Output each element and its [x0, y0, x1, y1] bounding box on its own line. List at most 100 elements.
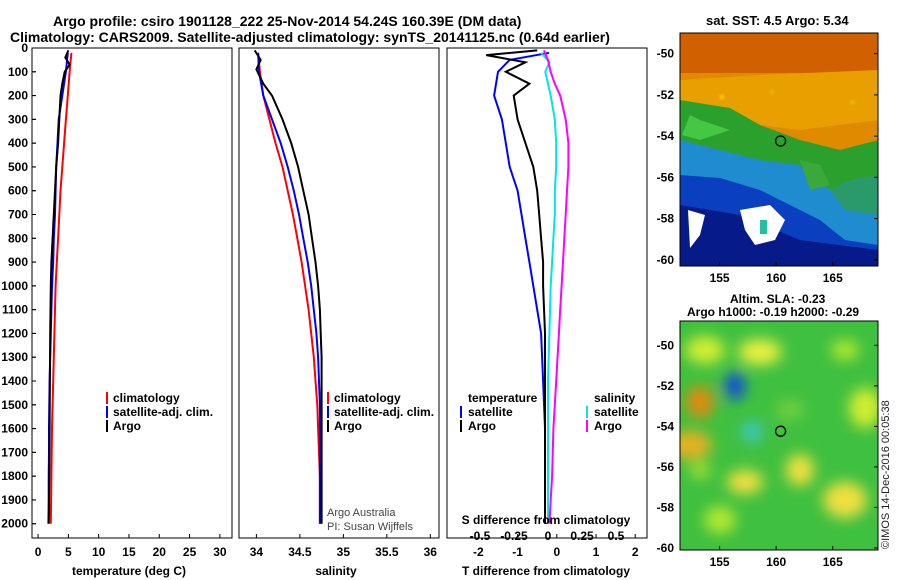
depth-tick-label: 1000 [1, 279, 28, 293]
x-tick-label: 10 [92, 545, 106, 559]
depth-tick-label: 1300 [1, 350, 28, 364]
x-tick-label: 35.5 [375, 545, 399, 559]
s-tick-label: 0 [545, 529, 552, 543]
argo-position-marker[interactable] [774, 425, 787, 437]
depth-tick-label: 800 [8, 231, 28, 245]
lat-tick-label: -50 [657, 338, 675, 352]
lat-tick-label: -54 [657, 419, 675, 433]
lat-tick-label: -50 [657, 47, 675, 61]
series-line [253, 49, 323, 524]
depth-tick-label: 100 [8, 65, 28, 79]
lon-tick-label: 155 [710, 271, 730, 285]
lat-tick-label: -60 [657, 253, 675, 267]
s-tick-label: -0.5 [470, 529, 491, 543]
argo-position-marker[interactable] [774, 135, 787, 147]
depth-tick-label: 0 [21, 41, 28, 55]
credit-text: Argo Australia [327, 507, 396, 519]
depth-tick-label: 1500 [1, 398, 28, 412]
x-tick-label: 15 [122, 545, 136, 559]
legend-salinity-heading: salinity [594, 391, 636, 405]
x-tick-label: 30 [213, 545, 227, 559]
series-line [493, 51, 550, 524]
lat-tick-label: -60 [657, 541, 675, 555]
depth-tick-label: 200 [8, 89, 28, 103]
x-tick-label: -2 [473, 545, 484, 559]
page-title: Argo profile: csiro 1901128_222 25-Nov-2… [53, 13, 522, 29]
depth-tick-label: 1200 [1, 326, 28, 340]
series-line [486, 49, 546, 524]
x-tick-label: -1 [512, 545, 523, 559]
series-line [542, 50, 570, 524]
depth-tick-label: 500 [8, 160, 28, 174]
temperature-axis-label: temperature (deg C) [72, 564, 186, 578]
lat-tick-label: -58 [657, 212, 675, 226]
series-line [257, 52, 321, 524]
depth-tick-label: 1900 [1, 493, 28, 507]
depth-tick-label: 600 [8, 184, 28, 198]
s-tick-label: -0.25 [500, 529, 528, 543]
series-line [257, 52, 321, 524]
x-tick-label: 34 [250, 545, 264, 559]
x-tick-label: 34.5 [288, 545, 312, 559]
s-difference-axis-label: S difference from climatology [462, 513, 631, 527]
sla-map-subtitle: Argo h1000: -0.19 h2000: -0.29 [687, 305, 860, 319]
series-line [49, 52, 73, 524]
lon-tick-label: 155 [710, 555, 730, 569]
x-tick-label: 2 [632, 545, 639, 559]
temperature-panel-frame [31, 47, 233, 539]
lat-tick-label: -52 [657, 379, 675, 393]
depth-tick-label: 700 [8, 208, 28, 222]
lat-tick-label: -54 [657, 129, 675, 143]
temperature-legend: climatology satellite-adj. clim. Argo [106, 391, 213, 433]
salinity-panel-frame [238, 47, 440, 539]
x-tick-label: 0 [553, 545, 560, 559]
sst-map[interactable] [680, 33, 878, 266]
salinity-legend: climatology satellite-adj. clim. Argo [327, 391, 434, 433]
difference-legend: temperature satellite Argo salinity sate… [460, 391, 639, 433]
lon-tick-label: 160 [766, 555, 786, 569]
legend-satellite-adj: satellite-adj. clim. [113, 405, 213, 419]
x-tick-label: 35 [337, 545, 351, 559]
x-tick-label: 0 [35, 545, 42, 559]
legend-temperature-heading: temperature [468, 391, 538, 405]
legend-argo: Argo [113, 419, 141, 433]
sla-map-title: Altim. SLA: -0.23 [730, 292, 826, 306]
depth-tick-label: 1800 [1, 469, 28, 483]
page-subtitle: Climatology: CARS2009. Satellite-adjuste… [10, 29, 610, 45]
difference-panel-frame [446, 47, 648, 539]
lat-tick-label: -56 [657, 460, 675, 474]
s-tick-label: 0.5 [608, 529, 625, 543]
series-line [47, 49, 71, 524]
legend-climatology: climatology [334, 391, 401, 405]
lat-tick-label: -58 [657, 500, 675, 514]
x-tick-label: 25 [183, 545, 197, 559]
depth-tick-label: 900 [8, 255, 28, 269]
legend-climatology: climatology [113, 391, 180, 405]
depth-tick-label: 300 [8, 112, 28, 126]
imos-watermark: ©IMOS 14-Dec-2016 00:05:38 [880, 400, 892, 549]
sla-map[interactable] [668, 321, 881, 550]
legend-t-satellite: satellite [468, 405, 513, 419]
legend-argo: Argo [334, 419, 362, 433]
depth-tick-label: 400 [8, 136, 28, 150]
s-tick-label: 0.25 [570, 529, 594, 543]
x-tick-label: 36 [424, 545, 438, 559]
salinity-axis-label: salinity [315, 564, 357, 578]
lon-tick-label: 160 [766, 271, 786, 285]
x-tick-label: 5 [65, 545, 72, 559]
legend-s-satellite: satellite [594, 405, 639, 419]
sst-map-frame [679, 32, 879, 267]
pi-text: PI: Susan Wijffels [327, 521, 413, 533]
legend-s-argo: Argo [594, 419, 622, 433]
t-difference-axis-label: T difference from climatology [462, 564, 630, 578]
depth-tick-label: 1400 [1, 374, 28, 388]
depth-tick-label: 1100 [2, 303, 28, 317]
sst-map-title: sat. SST: 4.5 Argo: 5.34 [706, 13, 849, 28]
depth-tick-label: 1700 [1, 445, 28, 459]
legend-satellite-adj: satellite-adj. clim. [334, 405, 434, 419]
lon-tick-label: 165 [823, 555, 843, 569]
x-tick-label: 1 [593, 545, 600, 559]
lat-tick-label: -52 [657, 88, 675, 102]
lat-tick-label: -56 [657, 170, 675, 184]
